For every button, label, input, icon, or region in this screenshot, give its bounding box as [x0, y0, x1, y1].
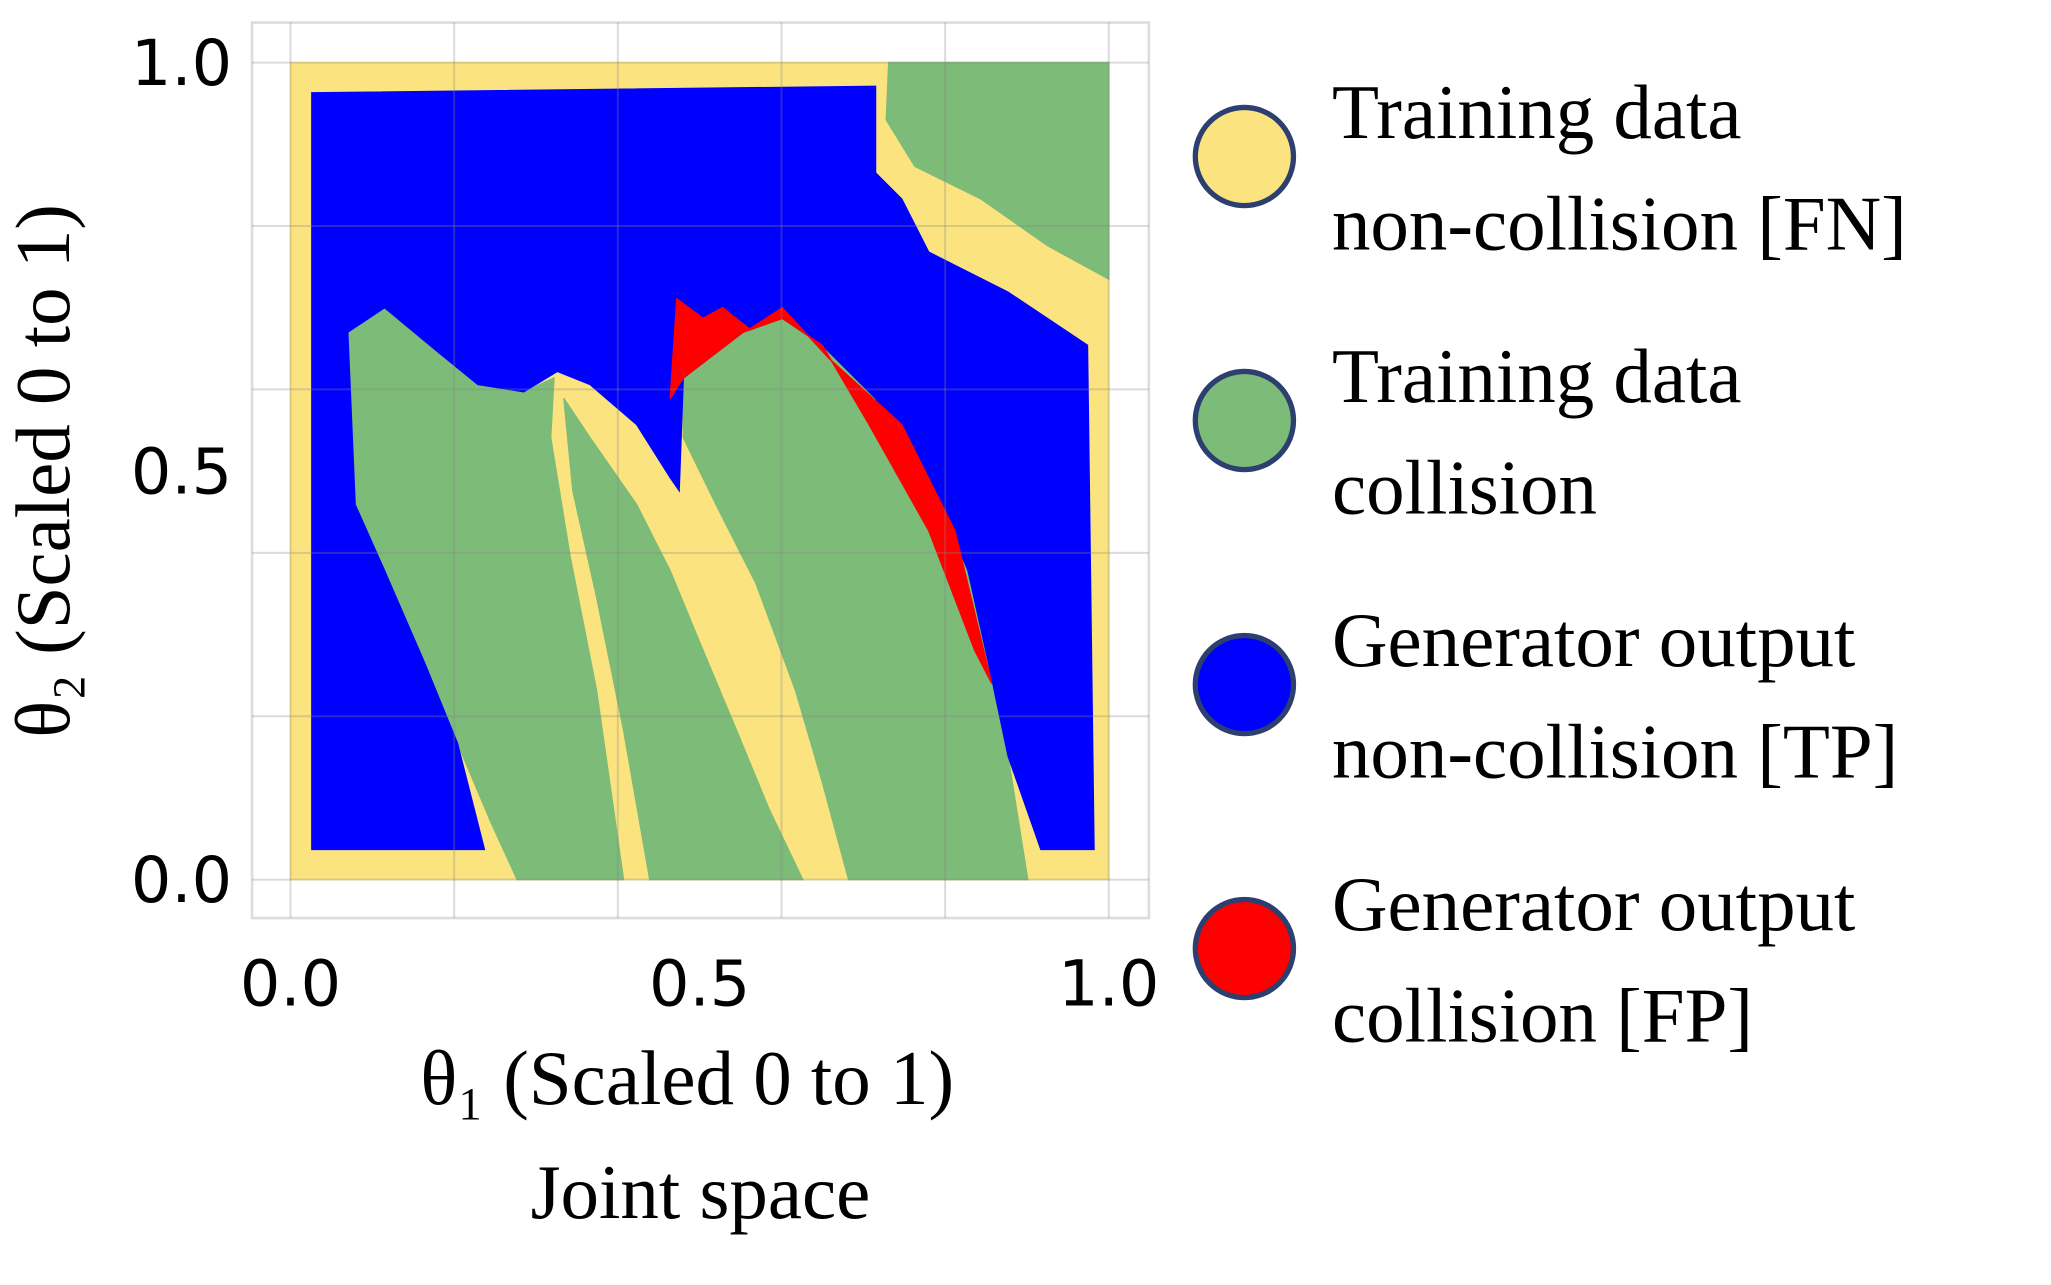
legend-label: Generator output	[1332, 597, 1855, 683]
y-axis-label: θ₂ (Scaled 0 to 1)	[0, 204, 86, 738]
legend-label: non-collision [TP]	[1332, 708, 1898, 794]
grid	[252, 22, 1149, 919]
x-axis-sublabel: Joint space	[531, 1149, 871, 1235]
legend-marker	[1192, 368, 1297, 473]
y-tick-label: 0.5	[131, 436, 232, 510]
region	[563, 398, 804, 881]
plot-area	[289, 61, 1110, 881]
y-tick-label: 0.0	[131, 844, 232, 918]
region	[669, 297, 993, 684]
x-axis-label: θ₁ (Scaled 0 to 1)	[420, 1035, 954, 1121]
y-tick-label: 1.0	[131, 27, 232, 101]
legend-marker	[1192, 896, 1297, 1001]
x-tick-label: 0.5	[649, 948, 750, 1022]
axes: 0.0 0.5 1.0 0.0 0.5 1.0	[131, 27, 1159, 1021]
legend-marker	[1192, 632, 1297, 737]
legend-label: non-collision [FN]	[1332, 180, 1907, 266]
legend-label: Training data	[1332, 69, 1742, 155]
x-tick-label: 1.0	[1058, 948, 1159, 1022]
legend-label: Generator output	[1332, 861, 1855, 947]
legend: Training data non-collision [FN] Training …	[1192, 69, 1907, 1058]
legend-marker	[1192, 104, 1297, 209]
x-tick-label: 0.0	[240, 948, 341, 1022]
legend-label: collision [FP]	[1332, 972, 1753, 1058]
legend-label: Training data	[1332, 333, 1742, 419]
region	[885, 61, 1110, 281]
legend-label: collision	[1332, 444, 1597, 530]
